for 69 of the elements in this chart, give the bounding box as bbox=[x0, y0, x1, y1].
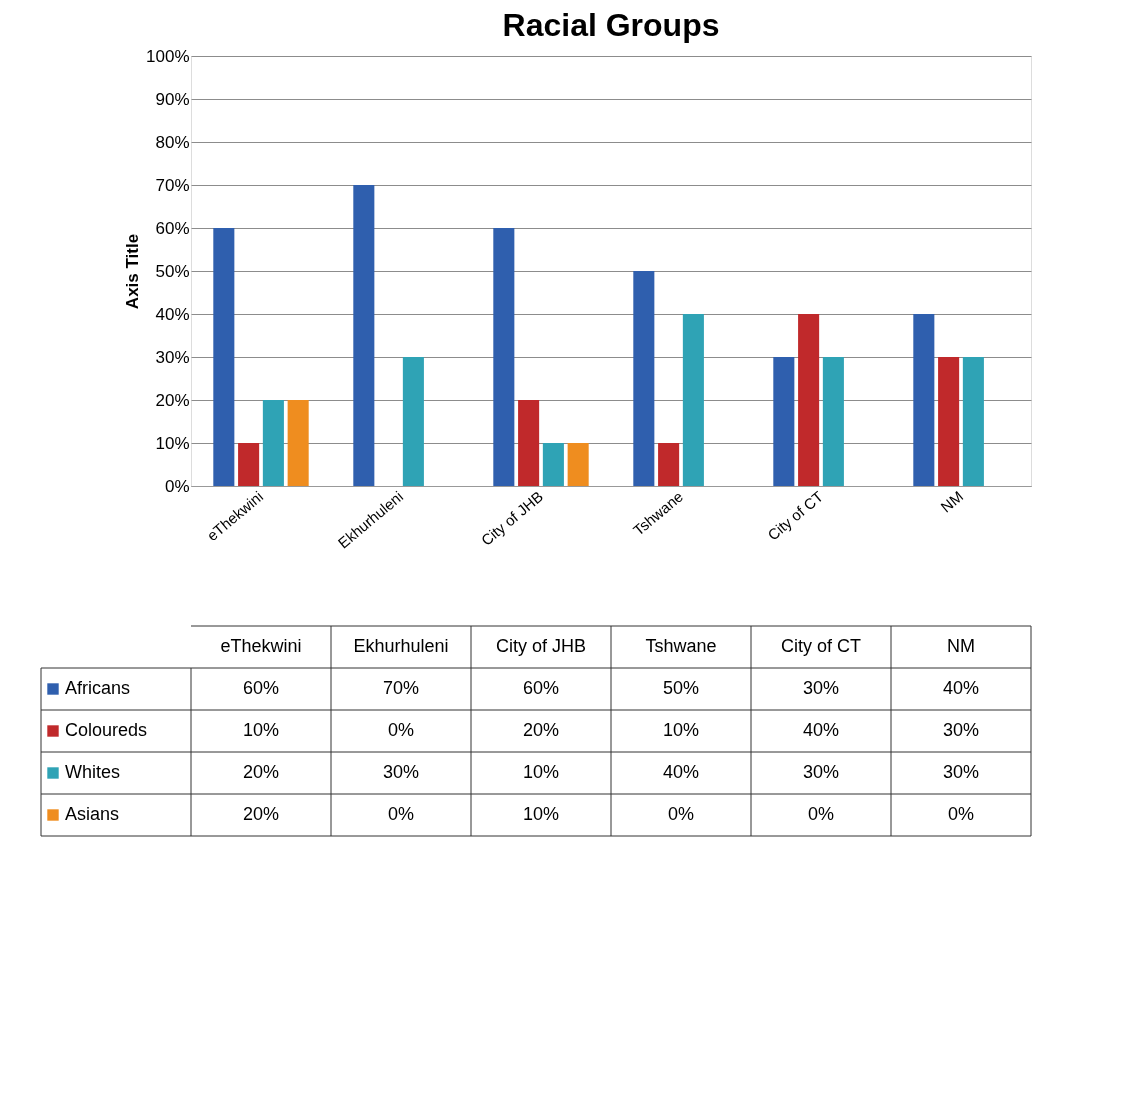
data-label: 70% bbox=[382, 678, 420, 698]
data-label: 30% bbox=[942, 720, 980, 740]
bar bbox=[402, 357, 424, 486]
y-tick-label: 40% bbox=[155, 304, 190, 324]
data-label: 30% bbox=[802, 678, 840, 698]
y-tick-label: 80% bbox=[155, 132, 190, 152]
y-tick-label: 30% bbox=[155, 347, 190, 367]
y-tick-label: 50% bbox=[155, 261, 190, 281]
category-label: NM bbox=[947, 636, 975, 656]
data-label: 60% bbox=[242, 678, 280, 698]
bar bbox=[773, 357, 795, 486]
bar bbox=[238, 443, 260, 486]
chart-title: Racial Groups bbox=[502, 7, 720, 43]
bar bbox=[287, 400, 309, 486]
data-label: 0% bbox=[947, 804, 975, 824]
data-label: 10% bbox=[662, 720, 700, 740]
y-tick-label: 60% bbox=[155, 218, 190, 238]
data-label: 40% bbox=[662, 762, 700, 782]
category-label: City of JHB bbox=[495, 636, 587, 656]
bar bbox=[938, 357, 960, 486]
category-label: Ekhurhuleni bbox=[353, 636, 449, 656]
bar bbox=[262, 400, 284, 486]
y-axis-title: Axis Title bbox=[123, 233, 143, 310]
data-label: 0% bbox=[807, 804, 835, 824]
y-tick-label: 20% bbox=[155, 390, 190, 410]
y-tick-label: 10% bbox=[155, 433, 190, 453]
bar bbox=[822, 357, 844, 486]
data-label: 20% bbox=[522, 720, 560, 740]
data-label: 30% bbox=[382, 762, 420, 782]
category-label: eThekwini bbox=[220, 636, 302, 656]
bar bbox=[493, 228, 515, 486]
legend-label: Asians bbox=[65, 804, 120, 824]
bar bbox=[213, 228, 235, 486]
bar bbox=[682, 314, 704, 486]
data-label: 50% bbox=[662, 678, 700, 698]
data-label: 10% bbox=[522, 804, 560, 824]
x-tick-label: NM bbox=[937, 487, 967, 516]
y-tick-label: 90% bbox=[155, 89, 190, 109]
bar bbox=[353, 185, 375, 486]
x-tick-label: City of JHB bbox=[477, 487, 547, 549]
bar bbox=[658, 443, 680, 486]
y-tick-label: 0% bbox=[164, 476, 190, 496]
bar bbox=[542, 443, 564, 486]
data-label: 20% bbox=[242, 762, 280, 782]
data-label: 0% bbox=[387, 804, 415, 824]
data-label: 20% bbox=[242, 804, 280, 824]
legend-label: Africans bbox=[65, 678, 131, 698]
data-label: 30% bbox=[802, 762, 840, 782]
x-tick-label: City of CT bbox=[764, 487, 827, 544]
legend-label: Whites bbox=[65, 762, 121, 782]
data-label: 40% bbox=[802, 720, 840, 740]
data-label: 40% bbox=[942, 678, 980, 698]
bar bbox=[518, 400, 540, 486]
bar bbox=[962, 357, 984, 486]
data-label: 0% bbox=[387, 720, 415, 740]
data-label: 60% bbox=[522, 678, 560, 698]
y-tick-label: 100% bbox=[146, 46, 190, 66]
category-label: Tshwane bbox=[645, 636, 717, 656]
bar bbox=[567, 443, 589, 486]
bar bbox=[798, 314, 820, 486]
bar bbox=[913, 314, 935, 486]
data-label: 30% bbox=[942, 762, 980, 782]
data-label: 0% bbox=[667, 804, 695, 824]
data-label: 10% bbox=[242, 720, 280, 740]
bar bbox=[633, 271, 655, 486]
legend-label: Coloureds bbox=[65, 720, 148, 740]
y-tick-label: 70% bbox=[155, 175, 190, 195]
data-label: 10% bbox=[522, 762, 560, 782]
category-label: City of CT bbox=[780, 636, 862, 656]
